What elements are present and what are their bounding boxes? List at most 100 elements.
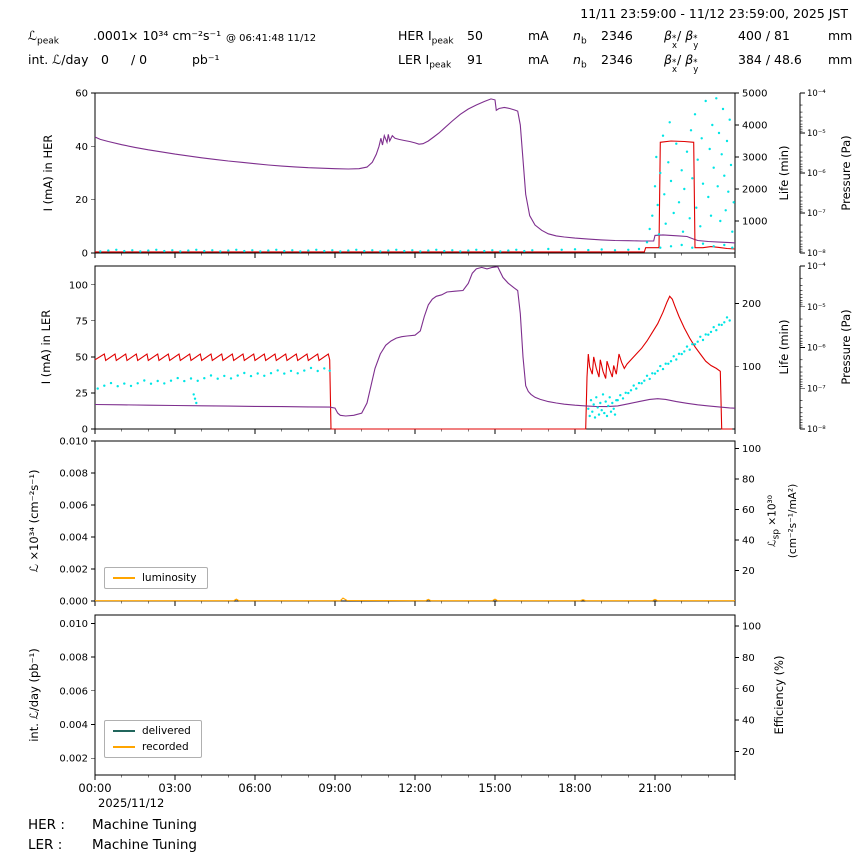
pressure-tick-label: 10⁻⁷ xyxy=(807,384,826,394)
y-tick-label: 40 xyxy=(75,142,88,153)
y-tick-label: 100 xyxy=(69,280,88,291)
ler-ipeak-value: 91 xyxy=(467,52,483,67)
y-tick-label: 0.010 xyxy=(59,619,88,630)
ler-beta-unit: mm xyxy=(828,52,853,67)
axis-label-her-current: I (mA) in HER xyxy=(41,134,55,212)
lpeak-label: ℒpeak xyxy=(28,28,59,47)
x-tick-label: 03:00 xyxy=(158,781,191,795)
y-tick-label: 0.008 xyxy=(59,653,88,664)
y-tick-label: 0 xyxy=(82,249,88,260)
right-tick-label: 3000 xyxy=(742,153,767,164)
pressure-tick-label: 10⁻⁸ xyxy=(807,425,826,435)
axis-label-int-lum: int. ℒ/day (pb⁻¹) xyxy=(27,648,41,742)
right-tick-label: 100 xyxy=(742,444,761,455)
right-tick-label: 4000 xyxy=(742,121,767,132)
x-tick-label: 18:00 xyxy=(558,781,591,795)
y-tick-label: 20 xyxy=(75,195,88,206)
y-tick-label: 0.006 xyxy=(59,501,88,512)
x-date-label: 2025/11/12 xyxy=(98,796,164,810)
y-tick-label: 0.002 xyxy=(59,754,88,765)
panel-ler-current: 0 25 50 75 100 100 200 10⁻⁴ 10⁻⁵ 10⁻⁶ 10⁻⁷ 10⁻⁸ xyxy=(69,262,826,436)
y-tick-label: 0.004 xyxy=(59,533,88,544)
series-ler-beam-current xyxy=(94,266,736,417)
her-beta-unit: mm xyxy=(828,28,853,43)
x-tick-label: 21:00 xyxy=(638,781,671,795)
axis-label-lsp-units: (cm⁻²s⁻¹/mA²) xyxy=(787,483,799,559)
series-ler-alarm xyxy=(94,295,733,430)
ler-nb-value: 2346 xyxy=(601,52,633,67)
legend-integrated: delivered recorded xyxy=(104,720,202,758)
legend-item-recorded: recorded xyxy=(113,741,191,753)
series-luminosity xyxy=(95,597,735,602)
pressure-tick-label: 10⁻⁵ xyxy=(807,129,826,139)
pressure-tick-label: 10⁻⁸ xyxy=(807,249,826,259)
legend-item-delivered: delivered xyxy=(113,725,191,737)
right-tick-label: 60 xyxy=(742,505,755,516)
panel-luminosity: 0.000 0.002 0.004 0.006 0.008 0.010 20 40 60 80 10… xyxy=(59,437,761,608)
axis-label-ler-pressure: Pressure (Pa) xyxy=(839,309,853,385)
pressure-tick-label: 10⁻⁴ xyxy=(807,262,826,272)
right-tick-label: 100 xyxy=(742,362,761,373)
ler-status-value: Machine Tuning xyxy=(92,837,197,853)
right-tick-label: 200 xyxy=(742,299,761,310)
ler-status: LER : Machine Tuning xyxy=(28,837,197,853)
panel-her-current: 0 20 40 60 1000 2000 3000 4000 5000 10⁻⁴ 10⁻⁵ 10⁻⁶ 1… xyxy=(75,89,826,260)
series-her-lifetime-dots xyxy=(99,97,735,253)
right-tick-label: 2000 xyxy=(742,185,767,196)
plot-frame xyxy=(94,265,736,430)
recorded-line-swatch xyxy=(113,746,135,748)
lpeak-value: .0001 xyxy=(93,28,129,43)
y-tick-label: 25 xyxy=(75,388,88,399)
date-range-label: 11/11 23:59:00 - 11/12 23:59:00, 2025 JS… xyxy=(580,6,848,21)
ler-beta-label: β * x / β * y xyxy=(664,52,699,76)
axis-label-her-life: Life (min) xyxy=(777,145,791,201)
legend-label: luminosity xyxy=(142,572,197,584)
her-status-value: Machine Tuning xyxy=(92,817,197,833)
her-ipeak-unit: mA xyxy=(528,28,549,43)
axis-label-ler-life: Life (min) xyxy=(777,319,791,375)
series-her-alarm xyxy=(95,140,736,253)
pressure-tick-label: 10⁻⁶ xyxy=(807,344,826,354)
axis-label-luminosity: ℒ ×10³⁴ (cm⁻²s⁻¹) xyxy=(27,469,41,573)
her-beta-label: β * x / β * y xyxy=(664,28,699,52)
right-tick-label: 40 xyxy=(742,716,755,727)
ler-nb-label: nb xyxy=(573,52,587,71)
right-tick-label: 80 xyxy=(742,653,755,664)
legend-luminosity: luminosity xyxy=(104,567,208,589)
axis-label-efficiency: Efficiency (%) xyxy=(772,655,786,735)
y-tick-label: 50 xyxy=(75,352,88,363)
y-tick-label: 0.002 xyxy=(59,565,88,576)
x-tick-label: 12:00 xyxy=(398,781,431,795)
x-tick-label: 00:00 xyxy=(78,781,111,795)
x-tick-label: 15:00 xyxy=(478,781,511,795)
legend-item-luminosity: luminosity xyxy=(113,572,197,584)
legend-label: recorded xyxy=(142,741,189,753)
pressure-tick-label: 10⁻⁴ xyxy=(807,89,826,99)
lpeak-timestamp: @ 06:41:48 11/12 xyxy=(226,33,317,44)
her-ipeak-value: 50 xyxy=(467,28,483,43)
her-nb-value: 2346 xyxy=(601,28,633,43)
intlday-value: 0 xyxy=(101,52,109,67)
ler-ipeak-label: LER Ipeak xyxy=(398,52,452,71)
intlday-value2: / 0 xyxy=(131,52,148,67)
her-status-label: HER : xyxy=(28,817,65,833)
pressure-tick-label: 10⁻⁶ xyxy=(807,169,826,179)
x-tick-label: 06:00 xyxy=(238,781,271,795)
y-tick-label: 0.008 xyxy=(59,469,88,480)
delivered-line-swatch xyxy=(113,730,135,732)
right-tick-label: 60 xyxy=(742,684,755,695)
her-ipeak-label: HER Ipeak xyxy=(398,28,454,47)
luminosity-line-swatch xyxy=(113,577,135,579)
ler-beta-values: 384 / 48.6 xyxy=(738,52,802,67)
axis-label-ler-current: I (mA) in LER xyxy=(39,309,53,385)
right-tick-label: 1000 xyxy=(742,217,767,228)
her-status: HER : Machine Tuning xyxy=(28,817,197,833)
right-tick-label: 80 xyxy=(742,475,755,486)
y-tick-label: 0.000 xyxy=(59,597,88,608)
ler-status-label: LER : xyxy=(28,837,63,853)
x-tick-label: 09:00 xyxy=(318,781,351,795)
y-tick-label: 60 xyxy=(75,89,88,100)
legend-label: delivered xyxy=(142,725,191,737)
right-tick-label: 20 xyxy=(742,566,755,577)
